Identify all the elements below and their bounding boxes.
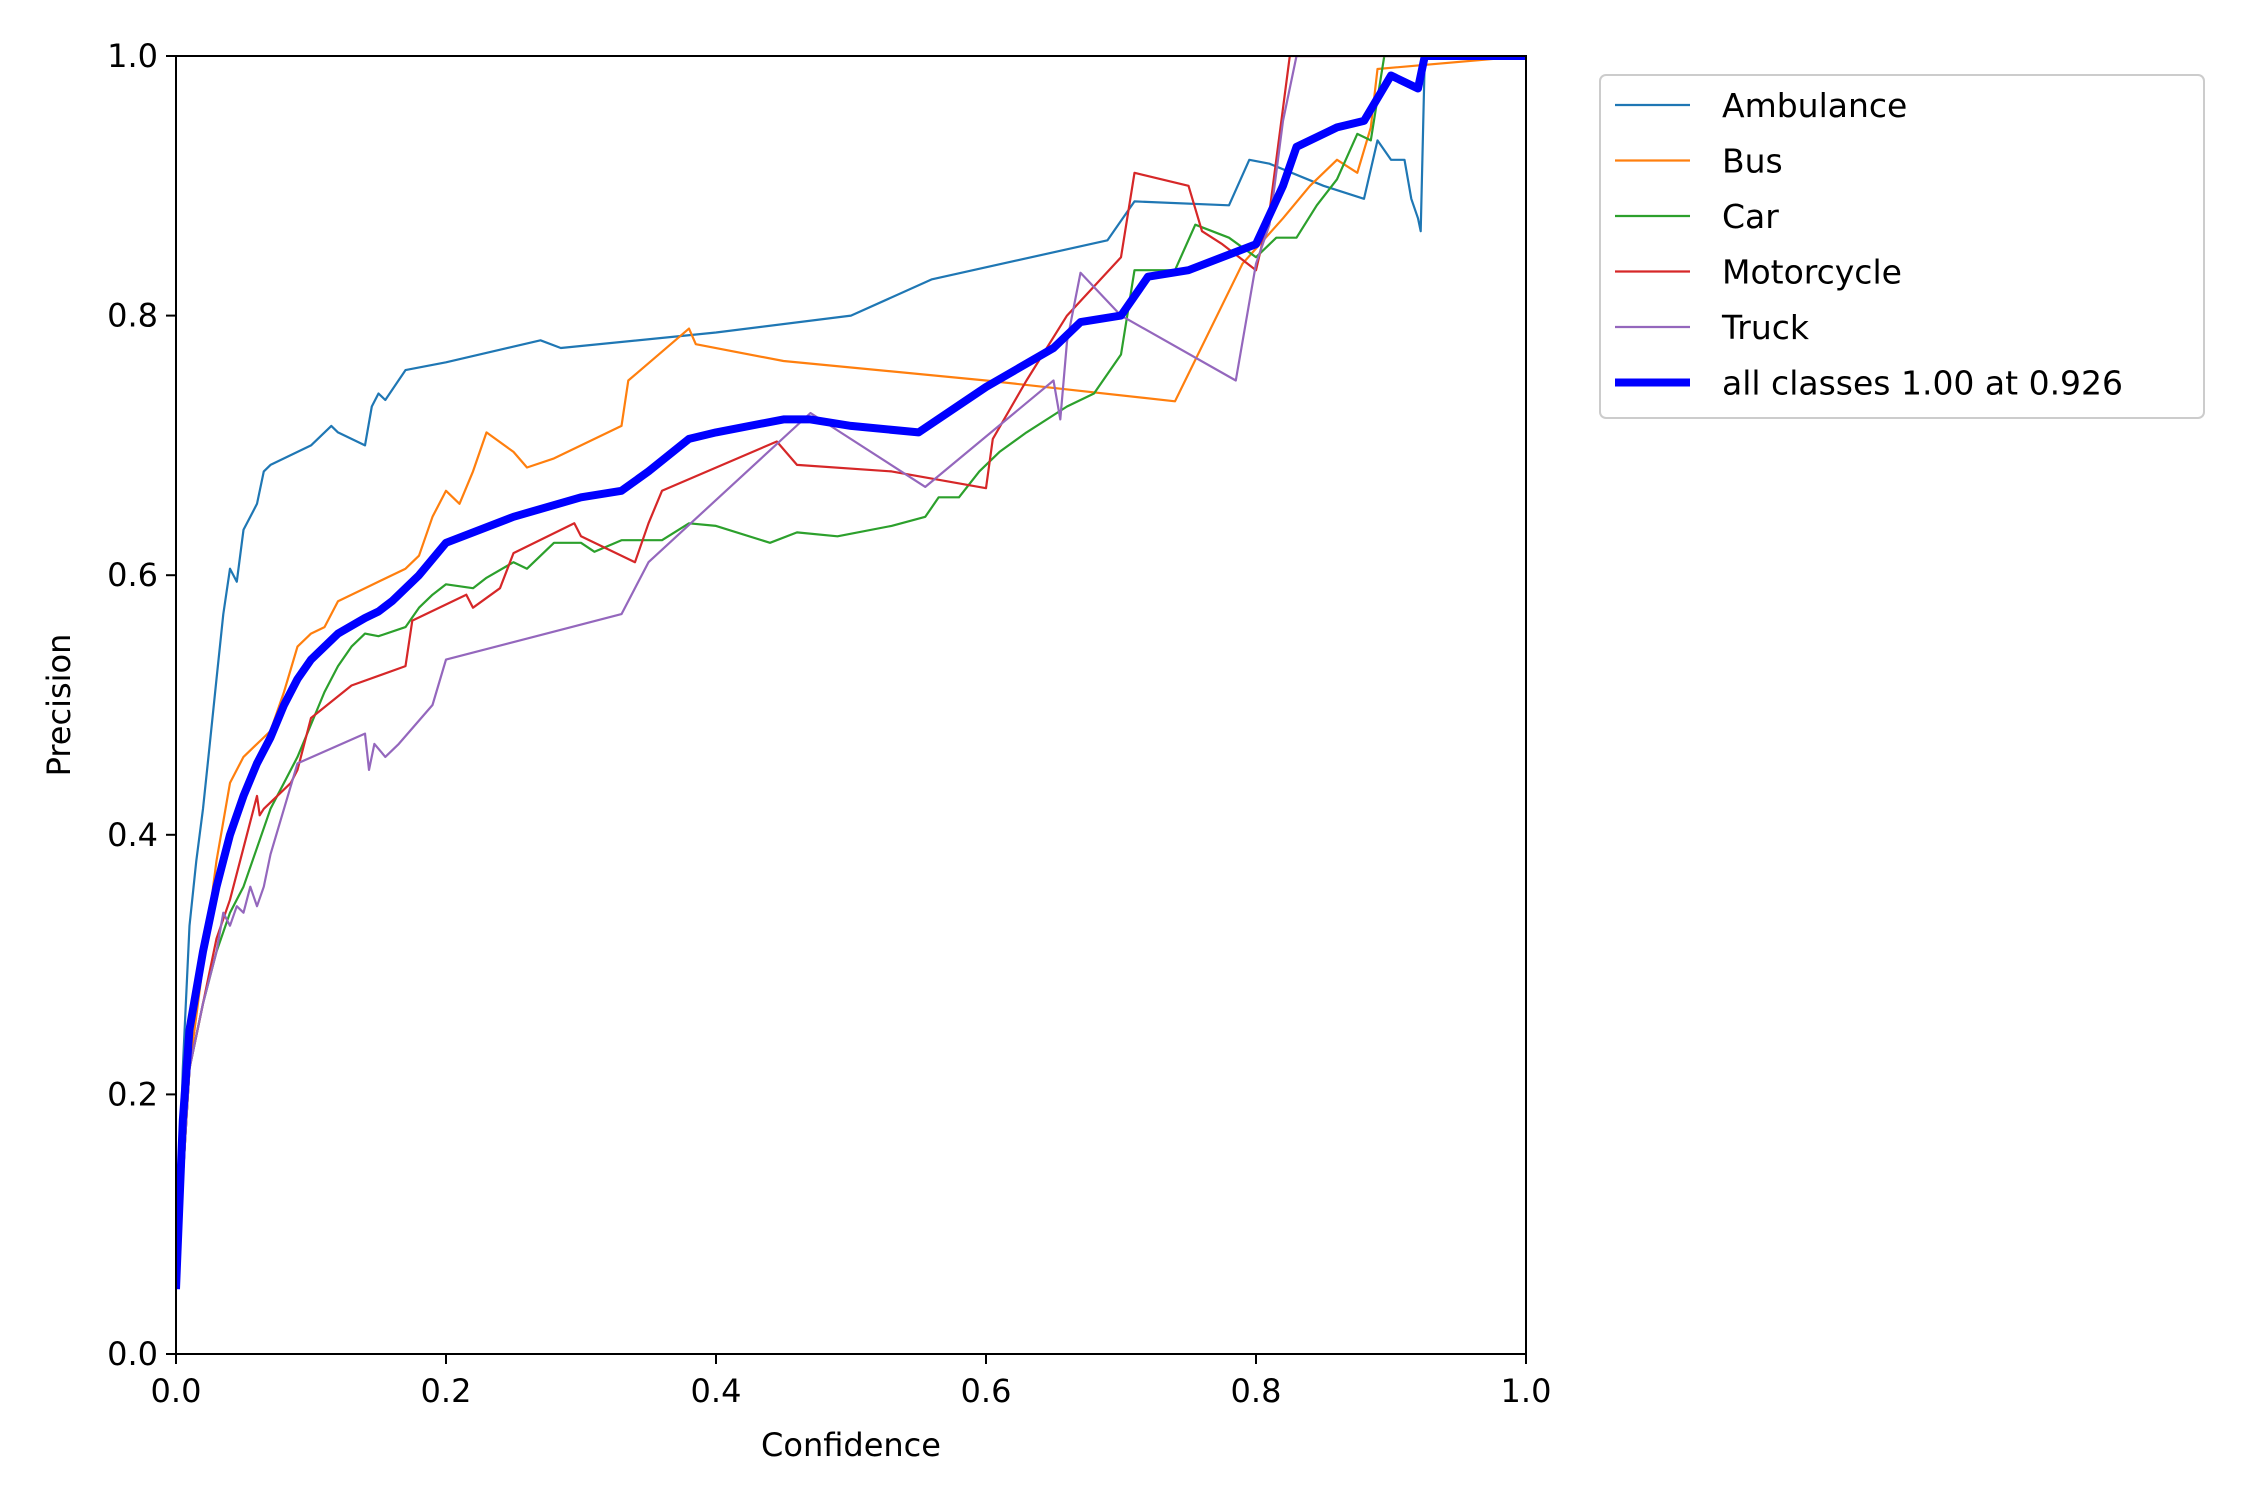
y-tick-label: 0.6: [107, 556, 158, 594]
legend: Ambulance Bus Car Motorcycle Truck all classe…: [1599, 74, 2205, 419]
y-tick-label: 0.8: [107, 297, 158, 335]
series-line-motorcycle: [176, 56, 1526, 1290]
legend-label-ambulance: Ambulance: [1722, 86, 1907, 125]
series-line-ambulance: [176, 56, 1526, 1290]
legend-label-truck: Truck: [1721, 308, 1810, 347]
y-axis-label: Precision: [40, 634, 78, 777]
x-tick-label: 0.0: [151, 1372, 202, 1410]
legend-label-car: Car: [1722, 197, 1779, 236]
y-tick-label: 0.0: [107, 1335, 158, 1373]
series-line-bus: [176, 56, 1526, 1290]
x-tick-label: 1.0: [1501, 1372, 1552, 1410]
x-tick-label: 0.2: [421, 1372, 472, 1410]
y-tick-label: 1.0: [107, 37, 158, 75]
legend-label-motorcycle: Motorcycle: [1722, 253, 1902, 292]
series-line-truck: [176, 56, 1526, 1290]
legend-label-all-classes-1-00-at-0-926: all classes 1.00 at 0.926: [1722, 364, 2123, 403]
x-tick-label: 0.8: [1231, 1372, 1282, 1410]
x-tick-label: 0.6: [961, 1372, 1012, 1410]
y-tick-label: 0.2: [107, 1075, 158, 1113]
legend-label-bus: Bus: [1722, 142, 1783, 181]
plot-frame: [175, 55, 1527, 1355]
series-line-all-classes-1-00-at-0-926: [176, 56, 1526, 1290]
x-tick-label: 0.4: [691, 1372, 742, 1410]
legend-frame: [1599, 74, 2205, 419]
series-layer: [176, 56, 1526, 1290]
legend-entries: Ambulance Bus Car Motorcycle Truck all classe…: [1615, 86, 2123, 403]
series-line-car: [176, 56, 1526, 1290]
y-tick-label: 0.4: [107, 816, 158, 854]
x-axis-label: Confidence: [761, 1426, 941, 1464]
ticks-layer: 0.0 0.2 0.4 0.6 0.8 1.0 0.0 0.2 0.4 0.6 0.8 1.0: [107, 37, 1551, 1410]
